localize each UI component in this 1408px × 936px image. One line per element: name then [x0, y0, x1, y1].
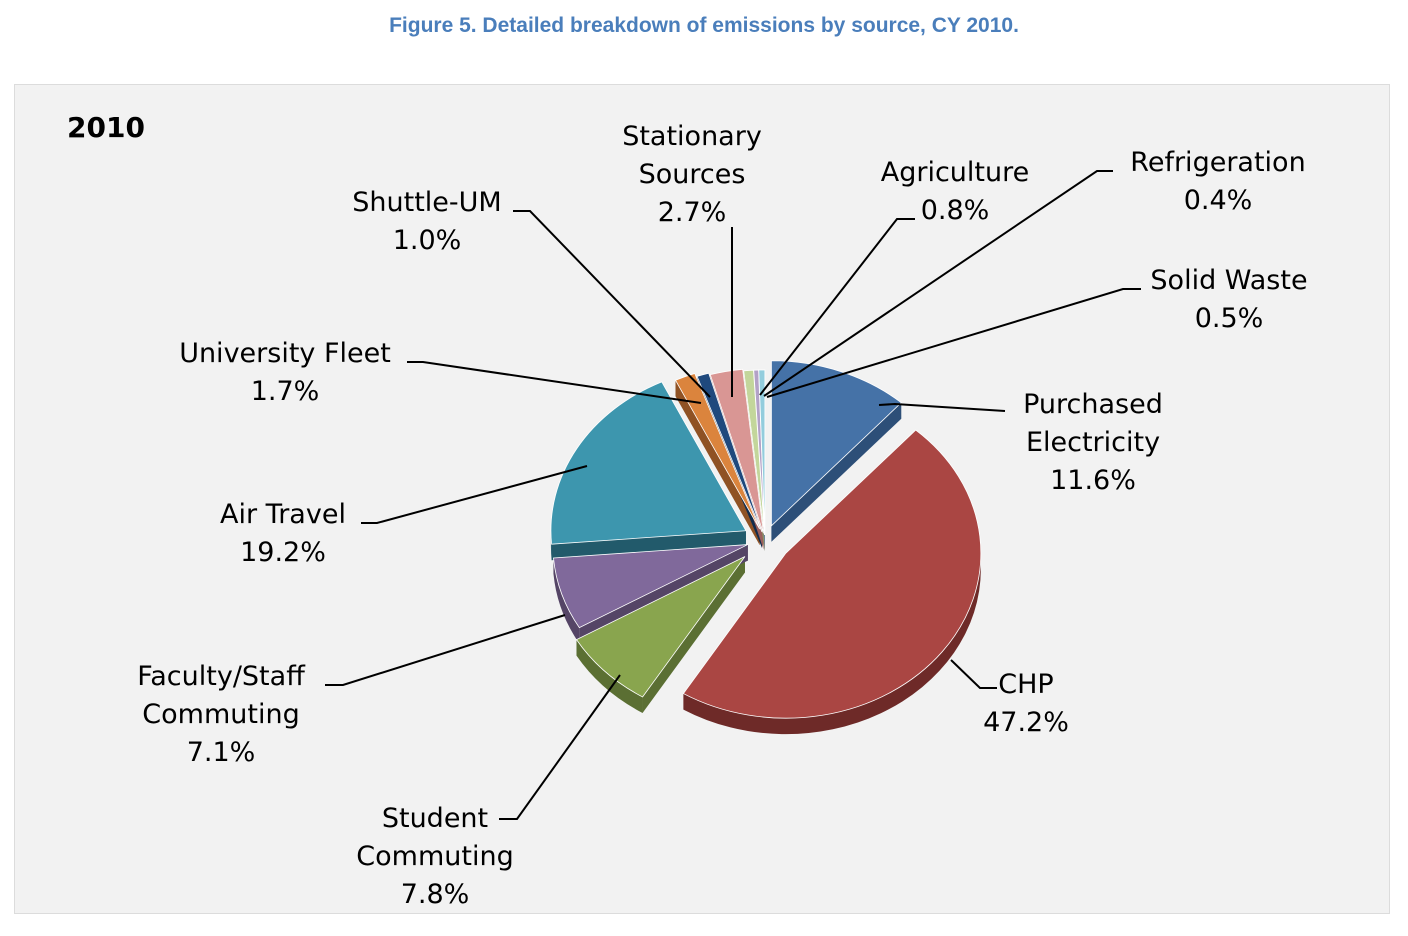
slice-wall	[675, 380, 760, 546]
slice-side	[576, 639, 643, 713]
pie-slice-chp	[682, 429, 982, 719]
leader-line	[499, 674, 621, 820]
slice-side	[683, 553, 981, 735]
slice-percent-label: 0.4%	[1184, 185, 1253, 216]
slice-wall	[771, 402, 902, 542]
slice-percent-label: 7.8%	[401, 879, 470, 910]
slice-name-label: Sources	[639, 159, 746, 190]
slice-percent-label: 0.8%	[921, 195, 990, 226]
slice-percent-label: 19.2%	[240, 537, 326, 568]
slice-name-label: Solid Waste	[1150, 265, 1307, 296]
leader-line	[763, 170, 1113, 397]
figure-title: Figure 5. Detailed breakdown of emission…	[389, 14, 1019, 37]
leader-line	[759, 218, 915, 396]
pie-slice-solid-waste	[758, 369, 766, 535]
pie-tops	[550, 360, 982, 719]
slice-name-label: Faculty/Staff	[137, 661, 306, 692]
chart-title: 2010	[67, 111, 145, 144]
slice-percent-label: 1.0%	[393, 225, 462, 256]
slice-name-label: Shuttle-UM	[352, 187, 501, 218]
pie-slice-faculty-staff-commuting	[553, 544, 749, 629]
slice-percent-label: 11.6%	[1050, 465, 1136, 496]
slice-name-label: Commuting	[356, 841, 513, 872]
chart-area: 2010 Purchased Electricity 11.6% CHP 47.2% St…	[14, 84, 1390, 914]
slice-name-label: University Fleet	[179, 338, 391, 369]
slice-name-label: Air Travel	[220, 499, 346, 530]
slice-name-label: Student	[382, 803, 488, 834]
slice-name-label: Stationary	[622, 121, 762, 152]
pie-slice-student-commuting	[575, 556, 746, 698]
leader-line	[407, 361, 702, 404]
slice-wall	[551, 530, 746, 561]
slice-percent-label: 0.5%	[1195, 303, 1264, 334]
pie-slice-air-travel	[550, 381, 747, 545]
slice-percent-label: 2.7%	[658, 197, 727, 228]
slice-name-label: Commuting	[142, 699, 299, 730]
slice-side	[553, 558, 580, 644]
leader-line	[878, 402, 1006, 412]
slice-labels: Purchased Electricity 11.6% CHP 47.2% Student…	[137, 121, 1307, 910]
slice-percent-label: 7.1%	[187, 737, 256, 768]
slice-name-label: Refrigeration	[1130, 147, 1305, 178]
pie-slice-shuttle-um	[696, 372, 763, 533]
leader-line	[513, 210, 711, 398]
leader-line	[325, 614, 566, 686]
slice-percent-label: 1.7%	[251, 376, 320, 407]
leader-lines	[325, 170, 1141, 820]
slice-name-label: Agriculture	[881, 157, 1030, 188]
pie-chart: 2010 Purchased Electricity 11.6% CHP 47.2% St…	[67, 111, 1308, 910]
pie-slice-university-fleet	[674, 372, 761, 530]
slice-name-label: Electricity	[1026, 427, 1160, 458]
leader-line	[766, 288, 1141, 398]
pie-slice-purchased-electricity	[771, 360, 902, 527]
slice-percent-label: 47.2%	[983, 707, 1069, 738]
leader-line	[361, 465, 588, 524]
slice-wall	[642, 556, 745, 713]
pie-slice-stationary-sources	[709, 368, 764, 534]
slice-name-label: CHP	[998, 669, 1053, 700]
slice-name-label: Purchased	[1023, 389, 1163, 420]
leader-line	[950, 659, 997, 689]
